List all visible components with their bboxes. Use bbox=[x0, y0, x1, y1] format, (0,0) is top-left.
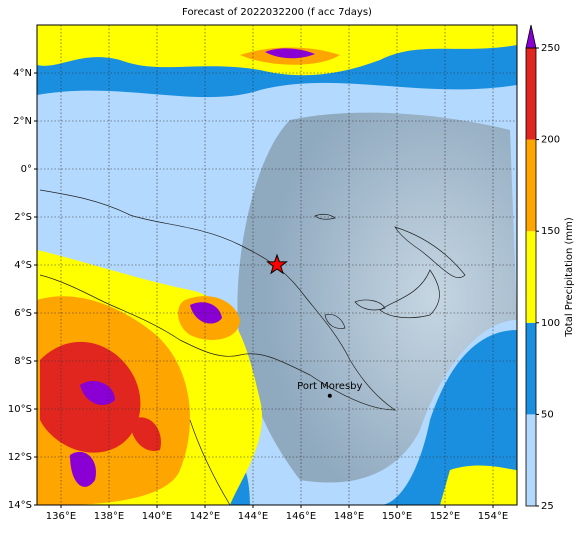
y-tick-label: 10°S bbox=[8, 404, 32, 415]
colorbar-band bbox=[526, 322, 536, 415]
colorbar-band bbox=[526, 414, 536, 506]
y-tick-label: 6°S bbox=[14, 308, 32, 319]
colorbar-tick-label: 50 bbox=[541, 409, 554, 420]
y-tick-label: 14°S bbox=[8, 500, 32, 511]
x-tick-label: 146°E bbox=[286, 511, 316, 522]
x-tick-label: 154°E bbox=[478, 511, 508, 522]
colorbar-tick-label: 250 bbox=[541, 43, 560, 54]
colorbar-band bbox=[526, 139, 536, 232]
precip-field bbox=[37, 25, 517, 505]
x-tick-label: 136°E bbox=[46, 511, 76, 522]
y-tick-label: 4°S bbox=[14, 260, 32, 271]
coastlines bbox=[39, 189, 466, 505]
city-marker bbox=[327, 393, 332, 398]
colorbar-frame bbox=[525, 47, 537, 507]
map-title: Forecast of 2022032200 (f acc 7days) bbox=[182, 7, 372, 18]
colorbar-band bbox=[526, 231, 536, 323]
y-tick-label: 0° bbox=[21, 164, 32, 175]
colorbar-tick-label: 150 bbox=[541, 226, 560, 237]
x-tick-label: 138°E bbox=[94, 511, 124, 522]
x-tick-label: 142°E bbox=[190, 511, 220, 522]
x-tick-label: 140°E bbox=[142, 511, 172, 522]
x-tick-label: 144°E bbox=[238, 511, 268, 522]
y-tick-label: 2°S bbox=[14, 212, 32, 223]
colorbar-tick-label: 100 bbox=[541, 318, 560, 329]
x-tick-label: 150°E bbox=[382, 511, 412, 522]
y-tick-label: 8°S bbox=[14, 356, 32, 367]
x-tick-label: 152°E bbox=[430, 511, 460, 522]
colorbar-band bbox=[526, 48, 536, 140]
city-label: Port Moresby bbox=[297, 381, 362, 392]
y-tick-label: 2°N bbox=[13, 116, 32, 127]
colorbar-extension bbox=[525, 24, 537, 49]
colorbar-tick-label: 25 bbox=[541, 501, 554, 512]
y-tick-label: 4°N bbox=[13, 68, 32, 79]
colorbar-tick-label: 200 bbox=[541, 135, 560, 146]
colorbar-label: Total Precipitation (mm) bbox=[564, 217, 575, 338]
y-tick-label: 12°S bbox=[8, 452, 32, 463]
x-tick-label: 148°E bbox=[334, 511, 364, 522]
star-marker bbox=[266, 253, 288, 275]
